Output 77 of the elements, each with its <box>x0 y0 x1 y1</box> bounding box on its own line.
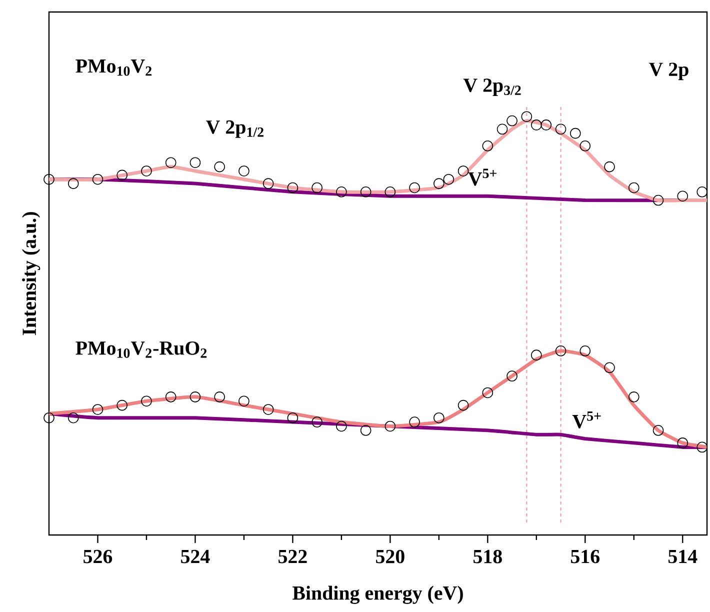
point <box>384 420 396 432</box>
point <box>531 350 542 360</box>
text: PMo$_{10}$V$_{2}$ <box>76 60 152 76</box>
point <box>92 174 104 185</box>
point <box>190 392 201 402</box>
point <box>540 120 552 130</box>
point <box>409 182 420 194</box>
point <box>506 370 518 382</box>
point <box>482 387 494 398</box>
point <box>214 392 225 402</box>
point <box>165 392 176 402</box>
point <box>116 170 128 181</box>
x-tick-label: 522 <box>278 550 307 564</box>
text: V 2p <box>648 62 688 80</box>
annotation: V 2p$_{1/2}$ <box>206 120 264 138</box>
text: V 2p$_{3/2}$ <box>463 78 521 96</box>
point <box>262 178 274 189</box>
point <box>68 178 79 189</box>
point <box>44 412 54 424</box>
point <box>312 416 322 428</box>
point <box>68 412 79 424</box>
point <box>287 182 298 194</box>
point <box>628 182 640 194</box>
point <box>677 190 688 202</box>
point <box>262 404 274 415</box>
point <box>44 174 54 185</box>
y-axis-title: Intensity (a.u.) <box>22 212 40 336</box>
point <box>336 186 347 198</box>
point <box>165 157 176 168</box>
annotation: V$^{5+}$ <box>572 411 601 428</box>
point <box>555 124 566 135</box>
point <box>482 140 494 152</box>
x-tick-label: 524 <box>181 550 210 564</box>
point <box>434 178 444 189</box>
annotation: PMo$_{10}$V$_{2}$-RuO$_{2}$ <box>76 341 207 358</box>
point <box>521 111 532 122</box>
point <box>458 400 469 411</box>
x-axis-title: Binding energy (eV) <box>292 586 463 604</box>
point <box>238 396 250 407</box>
point <box>287 412 298 424</box>
point <box>384 186 396 198</box>
point <box>604 161 615 172</box>
annotation: V$^{5+}$ <box>468 168 496 186</box>
x-tick-label: 520 <box>376 550 404 564</box>
point <box>409 416 420 428</box>
point <box>92 404 104 415</box>
x-tick-label: 518 <box>474 550 502 564</box>
point <box>628 392 640 402</box>
point <box>652 194 664 206</box>
point <box>570 128 581 139</box>
point <box>696 186 708 198</box>
point <box>531 120 542 130</box>
point <box>190 157 201 168</box>
point <box>506 115 518 126</box>
point <box>312 182 322 194</box>
point <box>141 166 152 176</box>
point <box>580 346 591 356</box>
point <box>652 425 664 436</box>
point <box>458 166 469 176</box>
point <box>116 400 128 411</box>
point <box>238 166 250 176</box>
point <box>555 346 566 356</box>
x-tick-label: 514 <box>668 550 698 564</box>
point <box>434 412 444 424</box>
point <box>496 124 508 135</box>
point <box>360 425 372 436</box>
x-tick-label: 516 <box>571 550 600 564</box>
point <box>443 174 454 185</box>
point <box>336 420 347 432</box>
point <box>604 362 615 374</box>
x-tick-label: 526 <box>84 550 112 564</box>
point <box>580 140 591 152</box>
point <box>677 438 688 448</box>
point <box>696 442 708 453</box>
point <box>360 186 372 198</box>
point <box>214 161 225 172</box>
point <box>141 396 152 407</box>
